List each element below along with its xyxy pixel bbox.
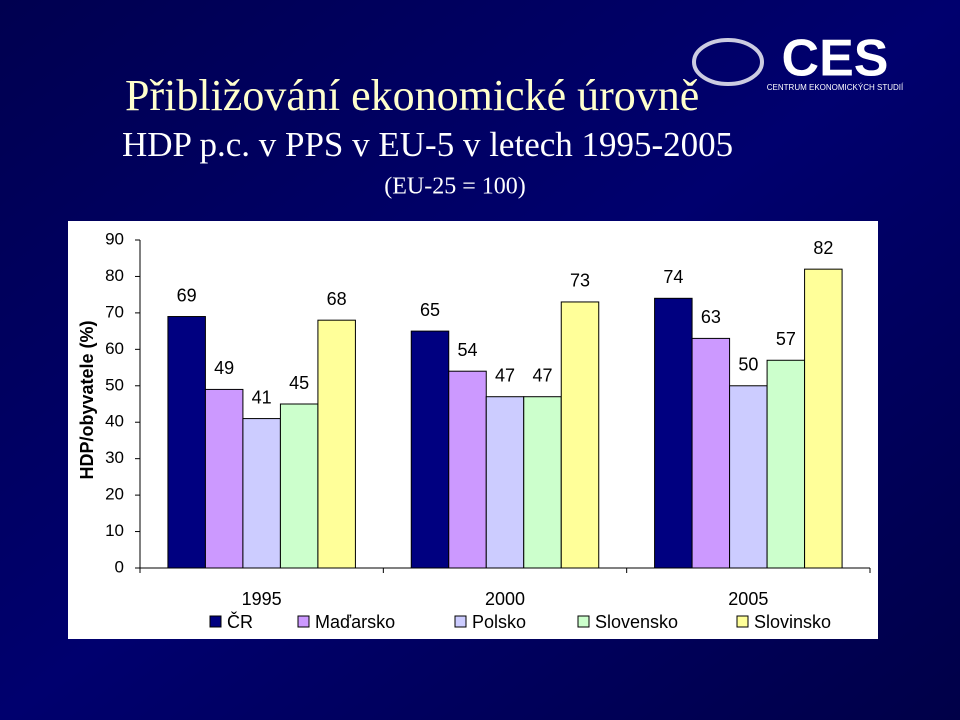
logo-swoosh bbox=[692, 38, 764, 86]
data-label: 49 bbox=[214, 358, 234, 378]
bar bbox=[204, 388, 244, 569]
legend-swatch bbox=[454, 615, 467, 628]
y-tick-label: 50 bbox=[105, 375, 124, 394]
bar bbox=[485, 396, 525, 569]
bar bbox=[560, 301, 600, 569]
bar bbox=[317, 319, 356, 569]
y-tick-label: 0 bbox=[115, 557, 124, 576]
data-label: 47 bbox=[495, 365, 515, 385]
data-label: 69 bbox=[177, 285, 197, 305]
data-label: 45 bbox=[289, 373, 309, 393]
y-tick-label: 60 bbox=[105, 339, 124, 358]
legend-label: Slovinsko bbox=[754, 612, 831, 632]
y-tick-label: 20 bbox=[105, 485, 124, 504]
y-tick-label: 30 bbox=[105, 448, 124, 467]
legend-label: ČR bbox=[227, 611, 253, 632]
data-label: 57 bbox=[776, 329, 796, 349]
slide-title: Přibližování ekonomické úrovně bbox=[125, 71, 699, 120]
bar bbox=[448, 370, 487, 569]
bar bbox=[766, 359, 806, 569]
y-axis-label: HDP/obyvatele (%) bbox=[77, 320, 97, 479]
bar bbox=[279, 403, 319, 569]
x-tick-label: 1995 bbox=[242, 589, 282, 609]
legend-swatch bbox=[297, 615, 310, 628]
data-label: 50 bbox=[738, 355, 758, 375]
legend-label: Slovensko bbox=[595, 612, 678, 632]
note: (EU-25 = 100) bbox=[384, 174, 526, 200]
data-label: 82 bbox=[813, 238, 833, 258]
y-tick-label: 90 bbox=[105, 229, 124, 248]
data-label: 63 bbox=[701, 307, 721, 327]
y-tick-label: 80 bbox=[105, 266, 124, 285]
legend-label: Polsko bbox=[472, 612, 526, 632]
logo: CES CENTRUM EKONOMICKÝCH STUDIÍ bbox=[692, 30, 904, 92]
y-tick-label: 10 bbox=[105, 521, 124, 540]
y-tick-label: 70 bbox=[105, 302, 124, 321]
logo-text: CES bbox=[782, 30, 889, 88]
bar bbox=[691, 337, 731, 569]
bar bbox=[167, 316, 206, 569]
legend-swatch bbox=[577, 615, 590, 628]
x-tick-label: 2005 bbox=[728, 589, 768, 609]
data-label: 73 bbox=[570, 271, 590, 291]
bar bbox=[523, 396, 562, 569]
bar bbox=[654, 297, 693, 569]
bar bbox=[242, 418, 281, 569]
data-label: 41 bbox=[252, 387, 272, 407]
slide-subtitle: HDP p.c. v PPS v EU-5 v letech 1995-2005 bbox=[122, 125, 733, 164]
bar bbox=[804, 268, 843, 569]
logo-subtitle: CENTRUM EKONOMICKÝCH STUDIÍ bbox=[767, 83, 904, 92]
y-tick-label: 40 bbox=[105, 412, 124, 431]
data-label: 74 bbox=[663, 267, 683, 287]
bar bbox=[729, 385, 768, 569]
data-label: 68 bbox=[327, 289, 347, 309]
x-tick-label: 2000 bbox=[485, 589, 525, 609]
bar bbox=[410, 330, 450, 569]
data-label: 47 bbox=[532, 365, 552, 385]
legend-swatch bbox=[736, 615, 749, 628]
legend-label: Maďarsko bbox=[315, 612, 395, 632]
legend-swatch bbox=[209, 615, 222, 628]
data-label: 54 bbox=[457, 340, 477, 360]
data-label: 65 bbox=[420, 300, 440, 320]
